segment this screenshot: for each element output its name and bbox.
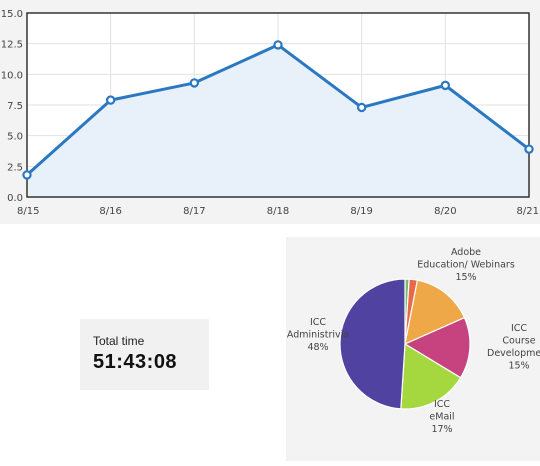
data-point xyxy=(356,102,367,113)
y-tick-label: 15.0 xyxy=(1,9,23,20)
pie-chart: Adobe Education/ Webinars 15%ICC Course Deve… xyxy=(287,247,540,435)
y-tick-label: 2.5 xyxy=(7,162,23,173)
data-point xyxy=(105,95,116,105)
pie-slice-label: ICC Administrivia 48% xyxy=(287,317,349,353)
x-tick-label: 8/19 xyxy=(350,206,372,217)
data-point xyxy=(22,170,32,180)
pie-label-line: ICC xyxy=(310,317,326,328)
plot-border xyxy=(26,12,530,198)
line-chart: 0.0 2.5 5.0 7.5 10.0 12.5 15.0 8/15 8/16 8/17 8/18… xyxy=(1,9,539,217)
x-tick-label: 8/16 xyxy=(99,206,121,217)
pie-label-line: 48% xyxy=(307,342,328,353)
pie-label-line: Administrivia xyxy=(287,330,349,341)
y-tick-label: 12.5 xyxy=(1,40,23,51)
total-time-value: 51:43:08 xyxy=(93,351,178,373)
pie-label-line: ICC xyxy=(511,323,527,334)
x-tick-label: 8/20 xyxy=(434,206,456,217)
y-tick-label: 0.0 xyxy=(7,193,23,204)
x-tick-label: 8/17 xyxy=(183,206,205,217)
pie-label-line: 15% xyxy=(508,361,529,372)
y-tick-label: 7.5 xyxy=(7,101,23,112)
pie-slice-label: ICC CourseDevelopment 15% xyxy=(487,323,540,372)
data-point xyxy=(524,144,534,154)
pie-slice xyxy=(339,278,406,410)
y-tick-label: 5.0 xyxy=(7,132,23,143)
area-fill xyxy=(27,44,529,197)
pie-label-line: eMail xyxy=(429,412,454,423)
pie-slice-label: ICC eMail 17% xyxy=(429,399,454,435)
x-tick-label: 8/21 xyxy=(517,206,539,217)
pie-slice xyxy=(403,316,471,379)
pie-label-line: 17% xyxy=(431,424,452,435)
pie-label-line: ICC xyxy=(434,399,450,410)
total-time-label: Total time xyxy=(93,334,145,348)
pie-slice xyxy=(400,342,462,410)
pie-chart-panel: Adobe Education/ Webinars 15% ICC Course Deve… xyxy=(286,237,540,461)
pie-label-line: Education/ Webinars xyxy=(417,260,515,271)
x-tick-label: 8/18 xyxy=(267,206,289,217)
pie-label-line: Adobe xyxy=(451,247,481,258)
pie-slice-label: Adobe Education/ Webinars 15% xyxy=(417,247,515,283)
data-point xyxy=(189,78,200,88)
data-point xyxy=(440,80,451,91)
pie-label-line: Course xyxy=(502,336,535,347)
pie-label-line: Development xyxy=(487,348,540,359)
x-tick-label: 8/15 xyxy=(17,206,39,217)
line-chart-panel: 0.0 2.5 5.0 7.5 10.0 12.5 15.0 8/15 8/16 8/17 8/18… xyxy=(0,0,540,224)
total-time-card: Total time 51:43:08 xyxy=(80,319,209,390)
y-tick-label: 10.0 xyxy=(1,70,23,81)
pie-slice xyxy=(404,279,466,346)
pie-label-line: 15% xyxy=(455,272,476,283)
data-point xyxy=(273,40,283,50)
